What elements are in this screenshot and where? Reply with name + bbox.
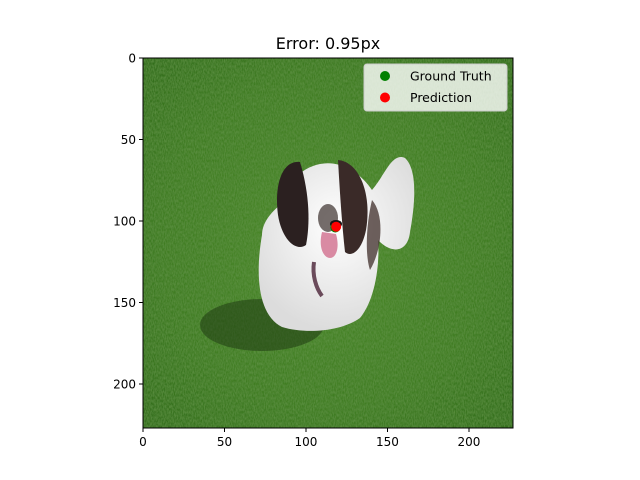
y-tick-label: 100 bbox=[113, 214, 136, 228]
x-tick-label: 100 bbox=[295, 435, 318, 449]
y-tick-label: 200 bbox=[113, 377, 136, 391]
x-tick-label: 0 bbox=[139, 435, 147, 449]
y-tick-label: 50 bbox=[121, 133, 136, 147]
legend-box bbox=[363, 63, 508, 112]
x-tick-label: 50 bbox=[217, 435, 232, 449]
x-axis: 0 50 100 150 200 bbox=[139, 428, 480, 449]
legend-label-ground-truth: Ground Truth bbox=[410, 69, 492, 84]
legend-marker-ground-truth bbox=[380, 71, 390, 81]
prediction-point bbox=[331, 221, 342, 232]
axes-frame bbox=[142, 57, 514, 429]
legend-marker-prediction bbox=[380, 92, 390, 103]
x-tick-label: 200 bbox=[458, 435, 481, 449]
chart-title: Error: 0.95px bbox=[276, 34, 380, 53]
dog-photo bbox=[143, 58, 513, 428]
plot-markers bbox=[330, 221, 342, 233]
y-tick-label: 150 bbox=[113, 296, 136, 310]
legend-label-prediction: Prediction bbox=[410, 90, 472, 105]
legend: Ground Truth Prediction bbox=[363, 63, 508, 112]
y-tick-label: 0 bbox=[128, 52, 136, 66]
y-axis: 0 50 100 150 200 bbox=[113, 52, 143, 391]
x-tick-label: 150 bbox=[376, 435, 399, 449]
